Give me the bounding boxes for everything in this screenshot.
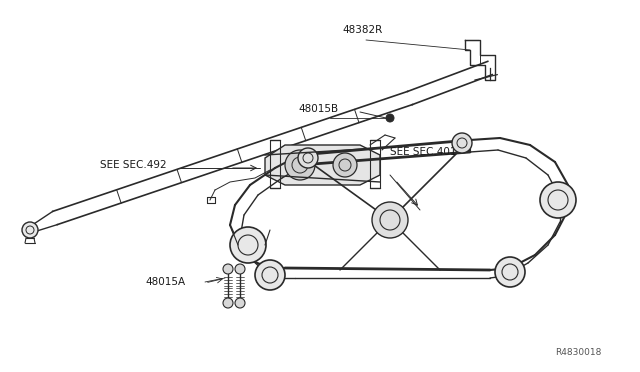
Circle shape bbox=[386, 114, 394, 122]
Circle shape bbox=[495, 257, 525, 287]
Circle shape bbox=[298, 148, 318, 168]
Circle shape bbox=[223, 264, 233, 274]
Text: SEE SEC.401: SEE SEC.401 bbox=[390, 147, 456, 157]
Text: R4830018: R4830018 bbox=[555, 348, 602, 357]
Circle shape bbox=[452, 133, 472, 153]
Circle shape bbox=[333, 153, 357, 177]
Text: 48382R: 48382R bbox=[342, 25, 382, 35]
Circle shape bbox=[223, 298, 233, 308]
Text: 48015A: 48015A bbox=[145, 277, 185, 287]
Text: SEE SEC.492: SEE SEC.492 bbox=[100, 160, 166, 170]
Circle shape bbox=[235, 264, 245, 274]
Text: 48015B: 48015B bbox=[298, 104, 338, 114]
Circle shape bbox=[255, 260, 285, 290]
Circle shape bbox=[372, 202, 408, 238]
Polygon shape bbox=[265, 145, 380, 185]
Circle shape bbox=[230, 227, 266, 263]
Circle shape bbox=[235, 298, 245, 308]
Circle shape bbox=[285, 150, 315, 180]
Circle shape bbox=[22, 222, 38, 238]
Circle shape bbox=[540, 182, 576, 218]
